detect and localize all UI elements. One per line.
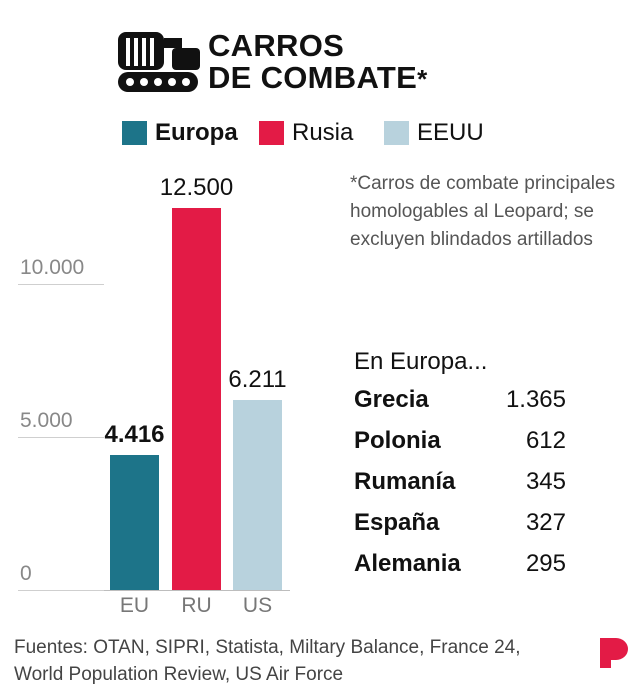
bar-value-label: 6.211	[228, 366, 287, 394]
legend-label-rusia: Rusia	[292, 119, 354, 146]
chart-title: CARROS DE COMBATE*	[208, 30, 428, 95]
europe-value: 295	[525, 550, 566, 577]
europe-row: España 327	[354, 509, 566, 537]
legend-swatch-europa	[122, 121, 147, 145]
title-line-1: CARROS	[208, 28, 345, 63]
europe-row: Alemania 295	[354, 550, 566, 578]
sources: Fuentes: OTAN, SIPRI, Statista, Miltary …	[14, 637, 521, 685]
europe-value: 1.365	[505, 386, 566, 413]
legend-swatch-rusia	[259, 121, 284, 145]
category-label: RU	[181, 594, 212, 617]
bar-us	[233, 400, 282, 590]
brand-logo-icon	[600, 638, 628, 668]
y-tick-label: 0	[20, 562, 32, 585]
europe-value: 345	[525, 468, 566, 495]
title-line-2: DE COMBATE*	[208, 60, 428, 95]
footnote: *Carros de combate principales homologab…	[350, 173, 616, 250]
europe-heading: En Europa...	[354, 348, 488, 375]
bar-value-label: 12.500	[159, 174, 234, 201]
legend-swatch-eeuu	[384, 121, 409, 145]
europe-country: España	[354, 509, 440, 536]
legend-label-europa: Europa	[155, 119, 238, 146]
x-axis-baseline	[104, 590, 290, 591]
europe-country: Grecia	[354, 386, 429, 413]
category-label: US	[242, 594, 273, 617]
europe-row: Grecia 1.365	[354, 386, 566, 414]
europe-country: Polonia	[354, 427, 441, 454]
legend-item-europa: Europa	[122, 118, 238, 148]
y-tick-label: 5.000	[20, 409, 73, 433]
bar-eu	[110, 455, 159, 590]
europe-row: Rumanía 345	[354, 468, 566, 496]
y-tick-label: 10.000	[20, 256, 85, 280]
europe-country: Alemania	[354, 550, 461, 577]
gridline	[18, 437, 104, 439]
gridline	[18, 284, 104, 286]
legend-item-rusia: Rusia	[259, 118, 353, 148]
gridline	[18, 590, 104, 591]
europe-value: 612	[525, 427, 566, 454]
tank-icon	[118, 32, 200, 92]
europe-country: Rumanía	[354, 468, 456, 495]
category-label: EU	[119, 594, 150, 617]
bar-value-label: 4.416	[104, 421, 165, 449]
bar-ru	[172, 208, 221, 590]
legend-item-eeuu: EEUU	[384, 118, 484, 148]
legend-label-eeuu: EEUU	[417, 119, 484, 146]
europe-value: 327	[525, 509, 566, 536]
europe-row: Polonia 612	[354, 427, 566, 455]
